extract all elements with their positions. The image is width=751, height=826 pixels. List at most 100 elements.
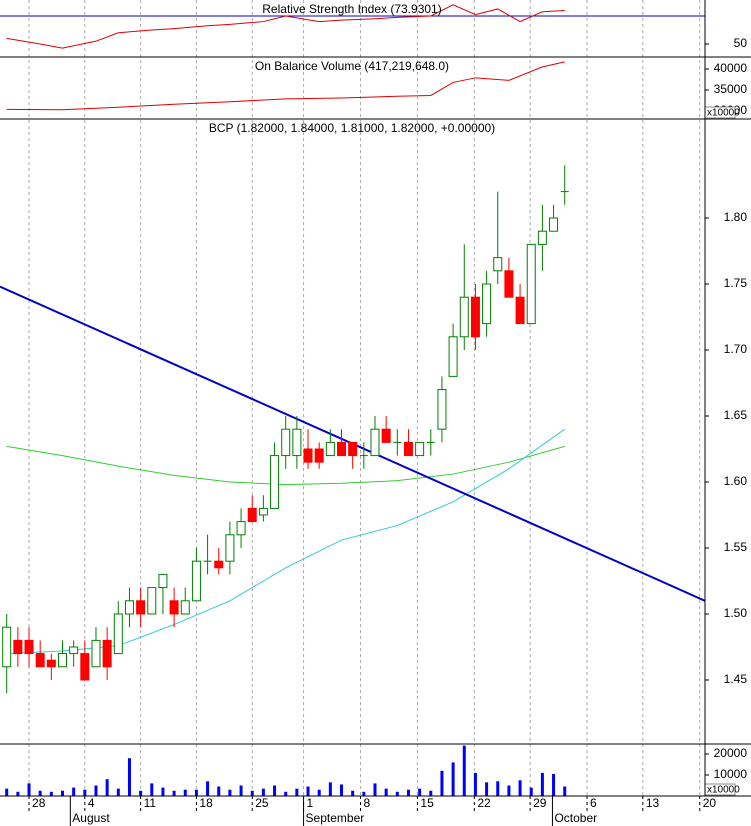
volume-bar: [317, 789, 321, 796]
volume-bar: [473, 772, 477, 796]
candle-body: [24, 639, 34, 655]
volume-bar: [529, 787, 533, 796]
x-tick-label: 25: [255, 796, 269, 810]
volume-bar: [127, 758, 131, 796]
panel: [0, 4, 705, 49]
volume-bar: [306, 786, 310, 796]
x-tick-label: 20: [703, 796, 717, 810]
panel-title: BCP (1.82000, 1.84000, 1.81000, 1.82000,…: [209, 121, 495, 135]
multiplier-label: x10000: [707, 785, 740, 796]
volume-bar: [183, 789, 187, 796]
volume-bar: [496, 781, 500, 796]
candle-body: [403, 441, 413, 457]
candle-body: [180, 600, 190, 615]
volume-bar: [540, 772, 544, 796]
candle-body: [292, 428, 302, 457]
volume-bar: [161, 787, 165, 796]
volume-bar: [552, 773, 556, 796]
volume-bar: [72, 787, 76, 796]
candle-body: [537, 230, 547, 245]
candle-body: [69, 646, 79, 655]
panel-title: On Balance Volume (417,219,648.0): [255, 59, 449, 73]
candle-body: [258, 507, 268, 516]
volume-bar: [418, 788, 422, 796]
y-tick-label: 1.60: [724, 474, 748, 488]
volume-bar: [250, 790, 254, 796]
candle-body: [113, 613, 123, 655]
candle-body: [46, 659, 56, 668]
volume-bar: [206, 781, 210, 796]
candle-body: [147, 587, 157, 615]
volume-bar: [406, 789, 410, 796]
volume-bar: [139, 790, 143, 796]
volume-bar: [228, 789, 232, 796]
volume-bar: [462, 745, 466, 796]
y-tick-label: 40000: [714, 61, 748, 75]
candle-body: [415, 441, 425, 457]
panel: [6, 61, 565, 111]
candle-body: [158, 573, 168, 589]
month-label: August: [72, 811, 110, 825]
candle-body: [493, 257, 503, 272]
volume-bar: [284, 791, 288, 796]
volume-bar: [340, 784, 344, 796]
candle-body: [80, 653, 90, 681]
x-tick-label: 4: [88, 796, 95, 810]
candle-body: [214, 560, 224, 569]
y-tick-label: 1.50: [724, 606, 748, 620]
candle-body: [470, 296, 480, 338]
candle-body: [35, 653, 45, 668]
candle-body: [247, 507, 257, 523]
candle-body: [370, 428, 380, 457]
candle-body: [2, 626, 12, 668]
volume-bar: [60, 790, 64, 796]
volume-bar: [261, 788, 265, 796]
candle-body: [348, 441, 358, 457]
volume-bar: [94, 785, 98, 796]
x-tick-label: 22: [477, 796, 491, 810]
volume-bar: [194, 789, 198, 796]
candle-body: [526, 243, 536, 325]
volume-bar: [507, 785, 511, 796]
x-tick-label: 13: [646, 796, 660, 810]
candle-body: [136, 600, 146, 615]
volume-bar: [49, 791, 53, 796]
x-tick-label: 6: [590, 796, 597, 810]
x-tick-label: 11: [144, 796, 157, 810]
candle-body: [549, 217, 559, 232]
volume-bar: [273, 785, 277, 796]
y-tick-label: 1.70: [724, 342, 748, 356]
candle-body: [169, 600, 179, 615]
multiplier-label: x10000: [707, 108, 740, 119]
volume-bar: [116, 788, 120, 796]
y-tick-label: 1.75: [724, 276, 748, 290]
x-tick-label: 28: [32, 796, 46, 810]
x-tick-label: 18: [199, 796, 213, 810]
volume-bar: [27, 783, 31, 796]
x-tick-label: 1: [307, 796, 314, 810]
moving-average: [6, 445, 565, 486]
volume-bar: [563, 786, 567, 796]
candle-body: [236, 521, 246, 536]
candle-body: [381, 428, 391, 443]
candle-body: [482, 283, 492, 325]
x-tick-label: 29: [533, 796, 547, 810]
candle-body: [102, 639, 112, 668]
volume-bar: [150, 783, 154, 796]
volume-bar: [351, 790, 355, 796]
volume-bar: [362, 791, 366, 796]
volume-bar: [239, 785, 243, 796]
volume-bar: [16, 791, 20, 796]
volume-bar: [328, 782, 332, 796]
month-label: October: [554, 811, 597, 825]
candle-body: [225, 534, 235, 562]
volume-bar: [373, 783, 377, 796]
candle-body: [281, 428, 291, 457]
x-tick-label: 15: [420, 796, 434, 810]
volume-bar: [485, 782, 489, 796]
y-tick-label: 35000: [714, 82, 748, 96]
panel-title: Relative Strength Index (73.9301): [262, 2, 441, 16]
